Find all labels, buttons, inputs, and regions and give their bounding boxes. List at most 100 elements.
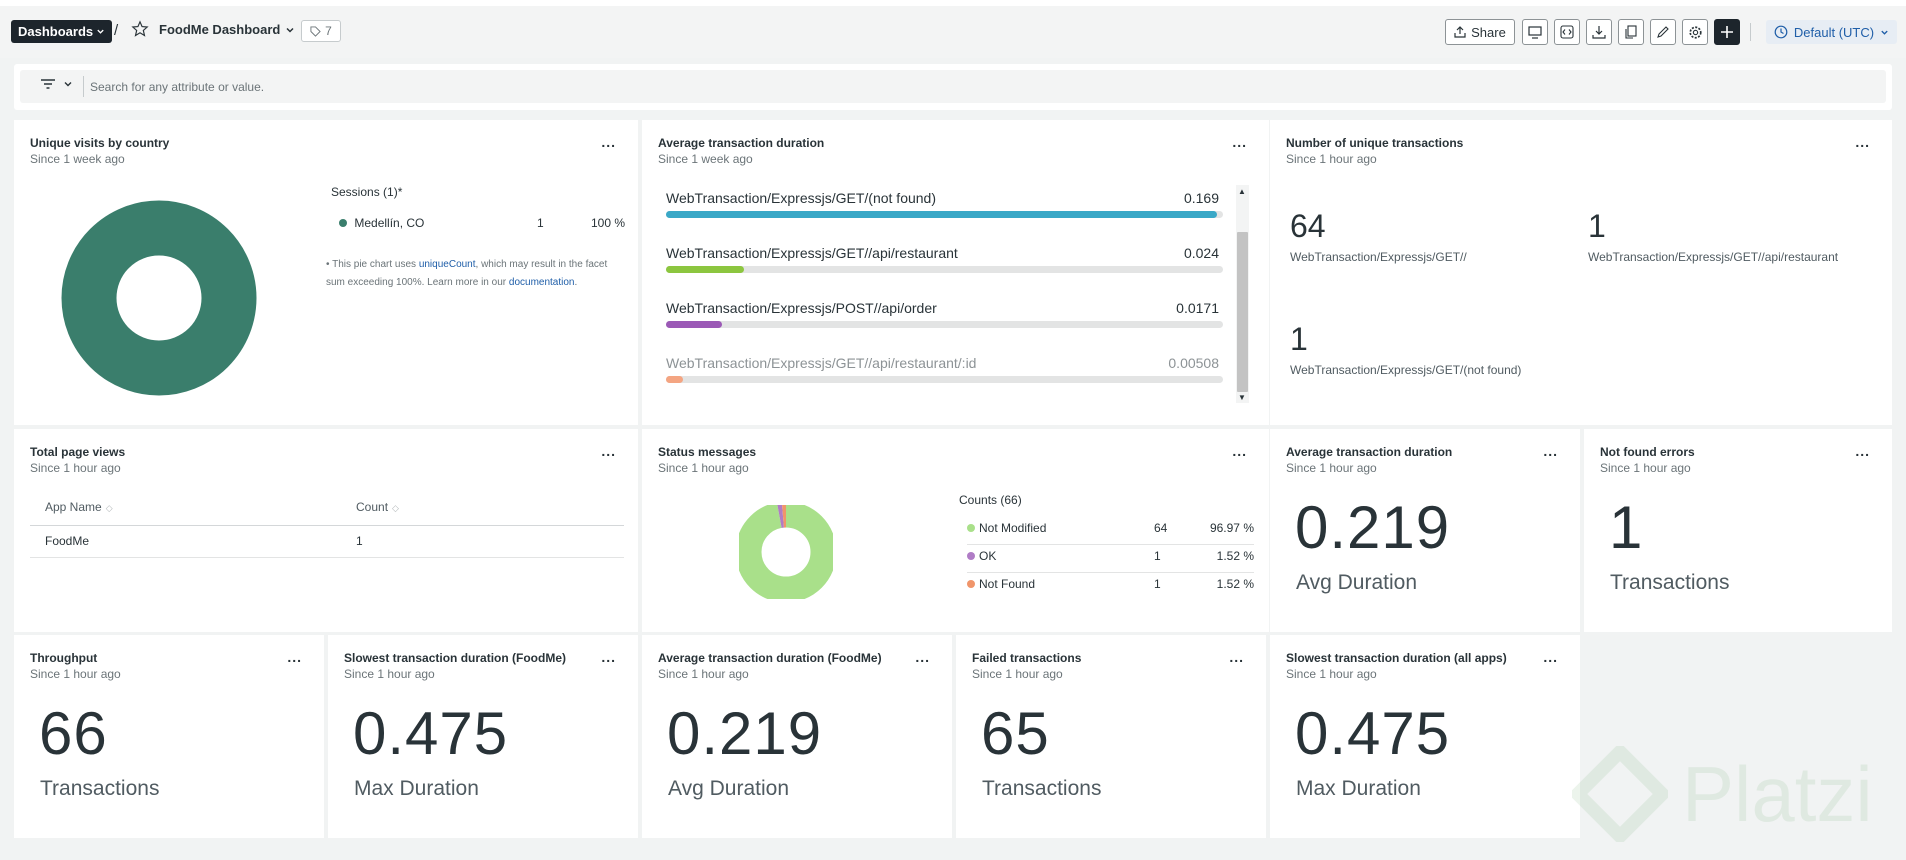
column-header-count[interactable]: Count ◇ <box>341 489 624 526</box>
star-icon[interactable] <box>131 20 149 38</box>
duplicate-button[interactable] <box>1618 19 1644 45</box>
widget-menu-button[interactable]: ... <box>1232 134 1247 150</box>
widget-title: Failed transactions <box>972 651 1082 665</box>
breadcrumb-separator: / <box>114 22 119 39</box>
filter-inner <box>20 70 1886 103</box>
widget-menu-button[interactable]: ... <box>1232 443 1247 459</box>
legend-row[interactable]: Not Modified 64 96.97 % <box>967 521 1254 545</box>
widget-menu-button[interactable]: ... <box>601 134 616 150</box>
bar-track[interactable] <box>666 321 1223 328</box>
unique-count-label: WebTransaction/Expressjs/GET/(not found) <box>1290 363 1522 377</box>
widget-slowest-all: Slowest transaction duration (all apps) … <box>1270 635 1580 838</box>
timezone-picker[interactable]: Default (UTC) <box>1766 20 1897 44</box>
widget-unique-transactions: Number of unique transactions Since 1 ho… <box>1270 120 1892 425</box>
settings-button[interactable] <box>1682 19 1708 45</box>
widget-menu-button[interactable]: ... <box>1855 443 1870 459</box>
billboard-value: 0.475 <box>1295 700 1451 767</box>
donut-slice-medellin[interactable] <box>61 200 257 396</box>
scrollbar-track[interactable]: ▲ ▼ <box>1236 185 1249 403</box>
legend-dot <box>967 580 975 588</box>
tag-icon <box>310 25 321 37</box>
widget-timeframe: Since 1 hour ago <box>972 667 1063 681</box>
widget-page-views: Total page views Since 1 hour ago ... Ap… <box>14 429 638 632</box>
widget-timeframe: Since 1 hour ago <box>658 461 749 475</box>
widget-title: Slowest transaction duration (FoodMe) <box>344 651 567 665</box>
filter-options-button[interactable] <box>40 78 73 90</box>
unique-count-value: 1 <box>1290 321 1308 357</box>
facet-note: • This pie chart uses uniqueCount, which… <box>326 256 626 292</box>
search-input[interactable] <box>90 75 1870 98</box>
legend-count: 1 <box>1154 577 1161 591</box>
legend-count: 1 <box>1154 549 1161 563</box>
widget-title: Average transaction duration (FoodMe) <box>658 651 882 665</box>
scroll-down-icon[interactable]: ▼ <box>1238 393 1246 402</box>
bar-track[interactable] <box>666 266 1223 273</box>
donut-slice[interactable] <box>739 505 833 599</box>
widget-menu-button[interactable]: ... <box>915 649 930 665</box>
legend-row[interactable]: OK 1 1.52 % <box>967 549 1254 573</box>
bar-row-value: 0.169 <box>1183 190 1219 206</box>
unique-count-label: WebTransaction/Expressjs/GET// <box>1290 250 1467 264</box>
billboard-label: Max Duration <box>1296 777 1421 800</box>
json-button[interactable] <box>1554 19 1580 45</box>
widget-menu-button[interactable]: ... <box>601 649 616 665</box>
share-button[interactable]: Share <box>1445 19 1515 45</box>
code-icon <box>1560 25 1574 39</box>
legend-row[interactable]: Medellín, CO 1 100 % <box>339 216 629 230</box>
uniquecount-link[interactable]: uniqueCount <box>418 259 476 270</box>
edit-button[interactable] <box>1650 19 1676 45</box>
dashboards-label: Dashboards <box>18 24 94 39</box>
widget-timeframe: Since 1 week ago <box>30 152 125 166</box>
unique-count-value: 1 <box>1588 208 1606 244</box>
billboard-label: Transactions <box>1610 571 1730 594</box>
billboard-label: Max Duration <box>354 777 479 800</box>
documentation-link[interactable]: documentation <box>508 277 575 288</box>
widget-menu-button[interactable]: ... <box>1855 134 1870 150</box>
widget-menu-button[interactable]: ... <box>287 649 302 665</box>
tv-mode-button[interactable] <box>1522 19 1548 45</box>
widget-menu-button[interactable]: ... <box>1229 649 1244 665</box>
column-header-app-name[interactable]: App Name ◇ <box>30 489 341 526</box>
pencil-icon <box>1657 26 1669 38</box>
scroll-up-icon[interactable]: ▲ <box>1238 187 1246 196</box>
cell-app-name: FoodMe <box>30 525 341 558</box>
dashboards-dropdown[interactable]: Dashboards <box>11 20 113 43</box>
download-icon <box>1592 26 1606 39</box>
widget-menu-button[interactable]: ... <box>1543 443 1558 459</box>
legend-name: Medellín, CO <box>354 216 425 230</box>
bar-fill <box>666 211 1218 218</box>
widget-slowest-foodme: Slowest transaction duration (FoodMe) Si… <box>328 635 638 838</box>
column-header-label: App Name <box>45 499 102 514</box>
bar-track[interactable] <box>666 211 1223 218</box>
widget-title: Average transaction duration <box>658 136 825 150</box>
bar-row-label: WebTransaction/Expressjs/GET//api/restau… <box>666 245 958 261</box>
unique-count-label: WebTransaction/Expressjs/GET//api/restau… <box>1588 250 1839 264</box>
widget-title: Unique visits by country <box>30 136 170 150</box>
bar-fill <box>666 376 683 383</box>
dashboard-title-dropdown[interactable]: FoodMe Dashboard <box>159 22 295 37</box>
download-button[interactable] <box>1586 19 1612 45</box>
widget-title: Total page views <box>30 445 126 459</box>
widget-menu-button[interactable]: ... <box>1543 649 1558 665</box>
tags-button[interactable]: 7 <box>301 20 341 42</box>
widget-unique-visits: Unique visits by country Since 1 week ag… <box>14 120 638 425</box>
cell-count: 1 <box>341 525 624 558</box>
bar-fill <box>666 321 722 328</box>
page-views-table: App Name ◇ Count ◇ FoodMe 1 <box>30 489 624 558</box>
chevron-down-icon <box>64 82 72 87</box>
monitor-icon <box>1528 26 1542 39</box>
table-header-row: App Name ◇ Count ◇ <box>30 489 624 526</box>
donut-chart <box>61 200 257 396</box>
bar-track[interactable] <box>666 376 1223 383</box>
legend-row[interactable]: Not Found 1 1.52 % <box>967 577 1254 601</box>
dashboard-title: FoodMe Dashboard <box>159 22 281 37</box>
widget-menu-button[interactable]: ... <box>601 443 616 459</box>
widget-timeframe: Since 1 hour ago <box>658 667 749 681</box>
billboard-label: Transactions <box>40 777 160 800</box>
table-row[interactable]: FoodMe 1 <box>30 525 624 558</box>
widget-avg-duration-bars: Average transaction duration Since 1 wee… <box>642 120 1269 425</box>
add-widget-button[interactable] <box>1714 19 1740 45</box>
widget-timeframe: Since 1 hour ago <box>344 667 435 681</box>
scrollbar-thumb[interactable] <box>1237 232 1248 392</box>
billboard-value: 65 <box>981 700 1050 767</box>
